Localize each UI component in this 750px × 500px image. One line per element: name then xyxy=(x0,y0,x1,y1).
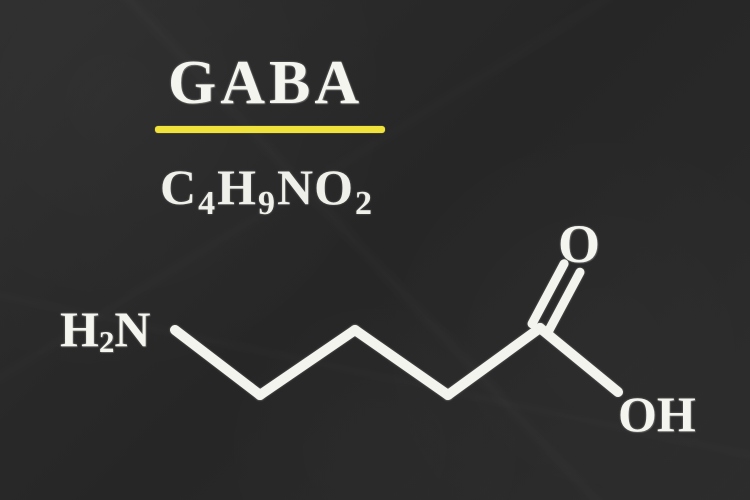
compound-title: GABA xyxy=(168,48,363,119)
atom-label-oh: OH xyxy=(618,385,696,443)
atom-label-h2n: H2N xyxy=(60,300,151,360)
molecular-formula: C4H9NO2 xyxy=(160,158,374,223)
atom-label-o: O xyxy=(558,213,600,275)
chalkboard: GABA C4H9NO2 H2N OH O xyxy=(0,0,750,500)
title-underline xyxy=(155,126,385,133)
